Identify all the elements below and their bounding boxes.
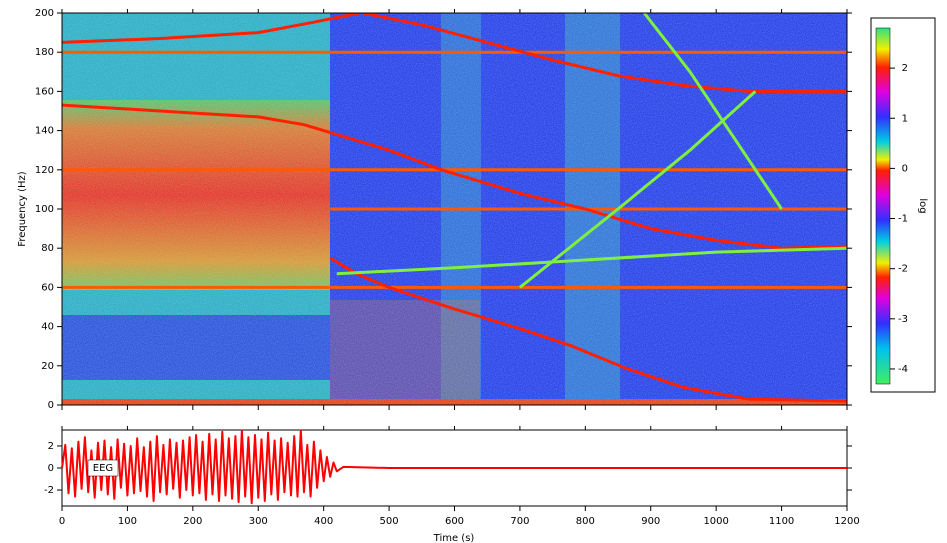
colorbar-tick-label: -4 bbox=[898, 364, 908, 375]
x-tick-label: 200 bbox=[183, 516, 202, 527]
y-tick-label: 100 bbox=[35, 204, 54, 215]
x-tick-label: 1200 bbox=[834, 516, 859, 527]
x-tick-label: 300 bbox=[249, 516, 268, 527]
x-tick-label: 0 bbox=[59, 516, 65, 527]
x-tick-label: 1100 bbox=[769, 516, 794, 527]
colorbar-tick-label: -3 bbox=[898, 314, 908, 325]
colorbar-label: log bbox=[917, 198, 928, 213]
legend-label: EEG bbox=[93, 463, 113, 474]
y-tick-label: 2 bbox=[48, 441, 54, 452]
colorbar-tick-label: -1 bbox=[898, 214, 908, 225]
x-tick-label: 1000 bbox=[703, 516, 728, 527]
y-axis-label: Frequency (Hz) bbox=[17, 171, 28, 247]
y-tick-label: 0 bbox=[48, 463, 54, 474]
x-tick-label: 100 bbox=[118, 516, 137, 527]
x-axis-label: Time (s) bbox=[433, 533, 475, 543]
colorbar-tick-label: -2 bbox=[898, 264, 908, 275]
data-line bbox=[362, 13, 847, 93]
y-tick-label: 120 bbox=[35, 165, 54, 176]
y-tick-label: 0 bbox=[48, 400, 54, 411]
data-line bbox=[329, 256, 847, 403]
x-tick-label: 400 bbox=[314, 516, 333, 527]
colorbar-tick-label: 2 bbox=[902, 63, 908, 74]
y-tick-label: 160 bbox=[35, 86, 54, 97]
y-tick-label: 40 bbox=[41, 322, 54, 333]
y-tick-label: 180 bbox=[35, 47, 54, 58]
data-line bbox=[61, 429, 847, 505]
data-line bbox=[62, 103, 847, 250]
y-tick-label: 80 bbox=[41, 243, 54, 254]
y-tick-label: 140 bbox=[35, 126, 54, 137]
x-tick-label: 600 bbox=[445, 516, 464, 527]
colorbar bbox=[875, 27, 891, 385]
x-tick-label: 700 bbox=[510, 516, 529, 527]
x-tick-label: 800 bbox=[576, 516, 595, 527]
data-line bbox=[336, 246, 847, 276]
colorbar-tick-label: 1 bbox=[902, 113, 908, 124]
x-tick-label: 500 bbox=[380, 516, 399, 527]
y-tick-label: 60 bbox=[41, 282, 54, 293]
data-line bbox=[643, 13, 783, 210]
y-tick-label: 20 bbox=[41, 361, 54, 372]
data-line bbox=[62, 13, 360, 44]
colorbar-tick-label: 0 bbox=[902, 163, 908, 174]
y-tick-label: -2 bbox=[44, 485, 54, 496]
legend-box bbox=[87, 459, 119, 477]
y-tick-label: 200 bbox=[35, 8, 54, 19]
x-tick-label: 900 bbox=[641, 516, 660, 527]
